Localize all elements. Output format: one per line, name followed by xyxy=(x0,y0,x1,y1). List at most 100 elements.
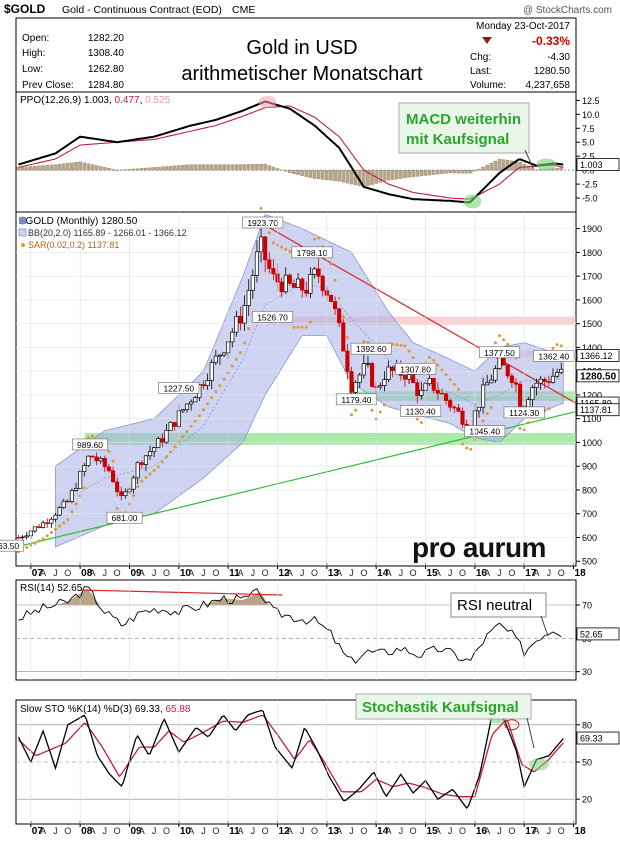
sar-dot xyxy=(49,531,53,535)
sto-xaxis-month-label: O xyxy=(212,826,219,836)
ppo-histogram-bar xyxy=(288,169,292,174)
candle xyxy=(308,274,313,294)
price-xaxis-year-label-2: 09 xyxy=(130,568,142,579)
candle xyxy=(73,488,79,491)
price-xaxis-month-label: A xyxy=(484,568,490,578)
symbol: $GOLD xyxy=(4,2,46,16)
price-xaxis-year-label-10: 17 xyxy=(525,568,537,579)
price-label-3: 1392.60 xyxy=(356,344,387,354)
sar-dot xyxy=(341,314,345,318)
sto-xaxis-month-label: J xyxy=(251,826,256,836)
bb-legend-swatch xyxy=(18,228,27,237)
sar-dot xyxy=(317,236,321,240)
candle xyxy=(217,354,222,357)
price-xaxis-month-label: J xyxy=(448,568,453,578)
price-xaxis-month-label: A xyxy=(534,568,540,578)
candle xyxy=(250,275,255,291)
ppo-histogram-bar xyxy=(407,169,411,178)
candle xyxy=(444,393,449,401)
price-label-box-5 xyxy=(479,346,521,359)
quote-value-prev-close: 1284.80 xyxy=(88,80,125,91)
rsi-line xyxy=(18,586,562,665)
sto-xaxis-month-label: O xyxy=(508,826,515,836)
price-ytick-7: 1200 xyxy=(582,390,602,400)
price-xaxis-month-label: J xyxy=(497,568,502,578)
ppo-histogram-bar xyxy=(230,164,235,171)
stat-label-last: Last: xyxy=(470,66,492,77)
sar-dot xyxy=(181,435,185,439)
ppo-histogram-bar xyxy=(255,164,259,171)
candle xyxy=(20,536,25,539)
ppo-histogram-bar xyxy=(90,164,95,171)
candle xyxy=(156,438,161,448)
ppo-histogram-bar xyxy=(316,169,321,180)
sar-dot xyxy=(465,446,469,450)
price-xaxis-month-label: O xyxy=(262,568,269,578)
candle xyxy=(534,382,539,388)
candle xyxy=(82,465,87,472)
ppo-histogram-bar xyxy=(526,165,531,171)
resistance-zone-1500 xyxy=(267,316,576,325)
candle xyxy=(439,392,445,395)
sto-xaxis-month-label: A xyxy=(435,826,441,836)
candle xyxy=(230,331,235,343)
sto-xaxis-year-label-4: 11 xyxy=(229,826,240,837)
price-right-label-3-box xyxy=(576,403,620,417)
ppo-histogram-bar xyxy=(275,168,280,171)
sar-dot xyxy=(440,368,444,372)
sto-xaxis-month-label: O xyxy=(311,826,318,836)
sto-buy-highlight xyxy=(528,758,549,771)
date: Monday 23-Oct-2017 xyxy=(476,21,570,32)
ppo-histogram-bar xyxy=(41,165,45,171)
candle xyxy=(341,322,346,352)
ppo-histogram-bar xyxy=(267,165,272,171)
sar-dot xyxy=(333,278,337,282)
sto-xaxis-month-label: J xyxy=(547,826,552,836)
candle xyxy=(460,410,465,425)
ppo-histogram-bar xyxy=(320,169,325,180)
candle xyxy=(300,278,305,291)
price-label-box-13 xyxy=(106,511,143,524)
price-xaxis-month-label: O xyxy=(360,568,367,578)
stat-value-chg: -4.30 xyxy=(547,52,570,63)
ppo-histogram-bar xyxy=(127,169,132,171)
sar-dot xyxy=(25,545,29,549)
price-label-6: 1362.40 xyxy=(538,351,569,361)
sar-dot xyxy=(70,510,74,514)
price-label-10: 1130.40 xyxy=(406,406,436,416)
sto-xaxis-month-label: J xyxy=(53,826,58,836)
price-xaxis-year-label-5: 12 xyxy=(278,568,290,579)
candle xyxy=(41,522,46,529)
sto-xaxis-month-label: J xyxy=(300,826,305,836)
ppo-histogram-bar xyxy=(135,168,140,171)
ppo-last-value-box xyxy=(576,158,620,171)
sar-dot xyxy=(292,325,296,329)
ppo-histogram-bar xyxy=(263,163,267,171)
sar-dot xyxy=(555,343,559,347)
stat-label-volume: Volume: xyxy=(470,80,506,91)
candle xyxy=(505,364,510,377)
sto-xaxis-month-label: J xyxy=(399,826,404,836)
price-right-label-0-box xyxy=(576,349,620,362)
rsi-callout-text: RSI neutral xyxy=(457,597,532,614)
ppo-ytick-2: 7.5 xyxy=(582,124,595,134)
ppo-histogram-bar xyxy=(283,169,288,172)
ppo-histogram-bar xyxy=(304,169,309,177)
sar-dot xyxy=(456,387,460,391)
sto-xaxis-month-label: A xyxy=(40,826,46,836)
price-ytick-8: 1100 xyxy=(582,414,601,424)
sar-dot xyxy=(350,413,354,417)
candle xyxy=(254,251,259,276)
sto-xaxis-month-label: O xyxy=(410,826,417,836)
candle xyxy=(476,406,482,412)
candle xyxy=(263,236,268,261)
candle xyxy=(497,356,502,369)
ppo-legend: PPO(12,26,9) 1.003, 0.477, 0.525 xyxy=(20,95,171,106)
price-ytick-3: 1600 xyxy=(582,295,602,305)
ppo-histogram-bar xyxy=(242,164,247,171)
stochastic-plot: 80 50 20 69.33 xyxy=(16,709,620,810)
ppo-histogram-bar xyxy=(366,169,370,186)
ppo-histogram-bar xyxy=(238,164,243,171)
price-xaxis-year-label-0: 07 xyxy=(32,568,44,579)
candle xyxy=(193,397,198,403)
